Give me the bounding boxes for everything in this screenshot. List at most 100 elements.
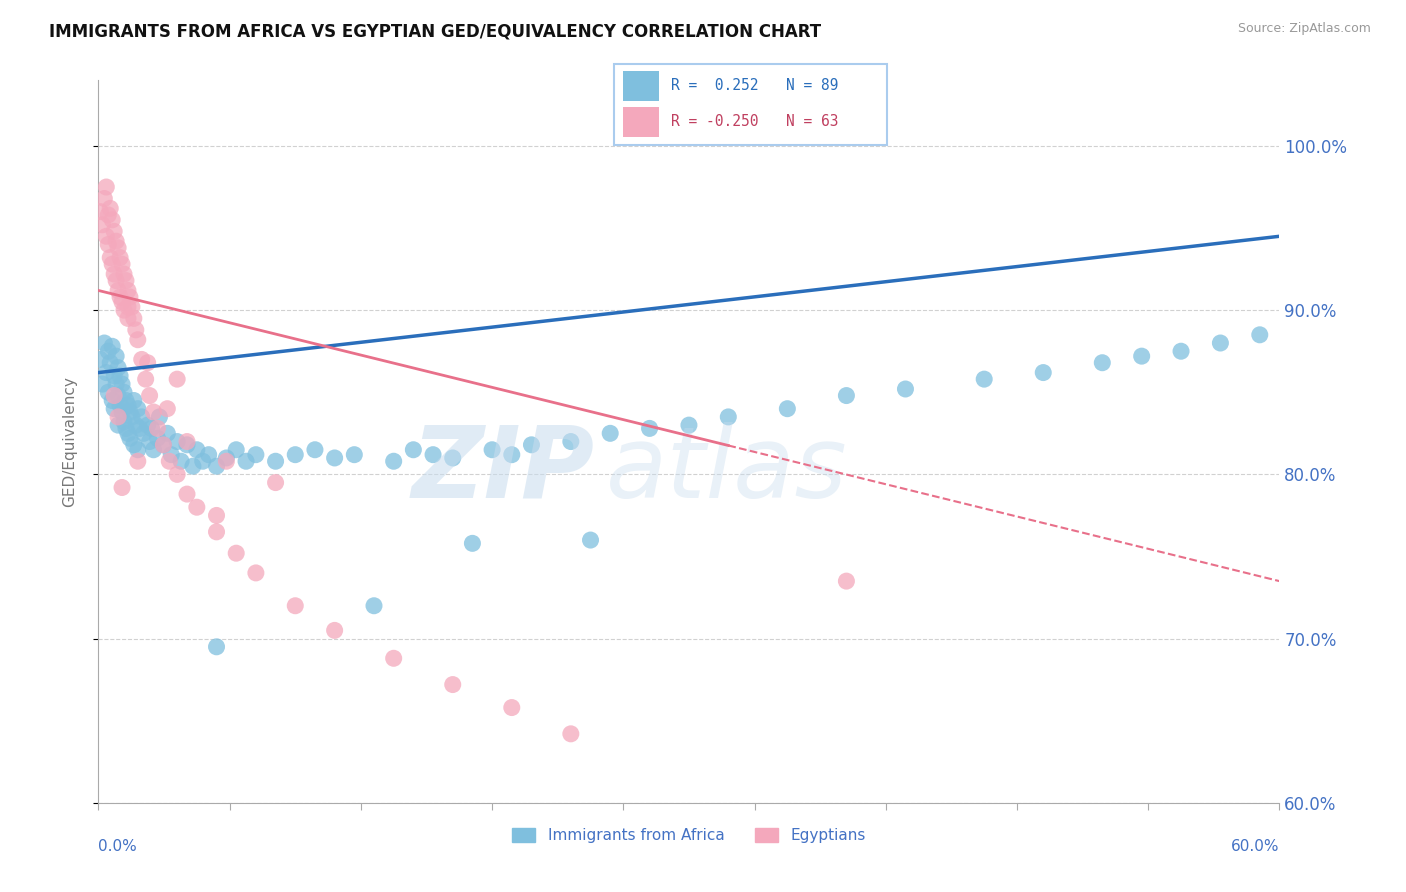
Point	[132, 426, 155, 441]
Point	[136, 418, 159, 433]
Point	[117, 300, 139, 314]
Point	[91, 218, 114, 232]
Point	[205, 640, 228, 654]
Point	[96, 229, 118, 244]
Point	[112, 385, 135, 400]
Point	[225, 546, 247, 560]
Point	[117, 284, 139, 298]
Point	[93, 192, 115, 206]
Point	[1170, 344, 1192, 359]
Point	[125, 418, 148, 433]
Point	[560, 727, 582, 741]
Point	[835, 388, 858, 402]
Point	[520, 438, 543, 452]
Text: 0.0%: 0.0%	[98, 839, 138, 854]
Point	[89, 204, 111, 219]
Point	[97, 385, 120, 400]
Point	[501, 448, 523, 462]
Point	[127, 442, 149, 457]
Point	[118, 431, 141, 445]
Point	[122, 393, 145, 408]
Point	[136, 356, 159, 370]
Point	[146, 431, 169, 445]
Point	[108, 368, 131, 383]
Point	[1091, 356, 1114, 370]
Point	[560, 434, 582, 449]
Point	[176, 438, 198, 452]
Point	[1249, 327, 1271, 342]
Point	[235, 454, 257, 468]
Point	[115, 274, 138, 288]
Point	[152, 438, 174, 452]
Point	[96, 180, 118, 194]
Point	[127, 454, 149, 468]
Point	[117, 399, 139, 413]
Point	[894, 382, 917, 396]
Point	[264, 454, 287, 468]
Point	[121, 300, 143, 314]
Point	[103, 388, 125, 402]
Point	[142, 405, 165, 419]
Text: Source: ZipAtlas.com: Source: ZipAtlas.com	[1237, 22, 1371, 36]
Point	[638, 421, 661, 435]
Point	[264, 475, 287, 490]
Point	[112, 415, 135, 429]
Point	[1130, 349, 1153, 363]
Point	[111, 257, 134, 271]
Point	[127, 401, 149, 416]
Point	[117, 311, 139, 326]
Point	[131, 352, 153, 367]
Point	[98, 251, 121, 265]
Point	[1209, 336, 1232, 351]
Text: N = 63: N = 63	[786, 114, 838, 129]
Point	[717, 409, 740, 424]
Point	[973, 372, 995, 386]
Point	[323, 450, 346, 465]
Point	[103, 224, 125, 238]
Point	[205, 508, 228, 523]
Point	[579, 533, 602, 547]
Point	[118, 290, 141, 304]
Point	[197, 448, 219, 462]
Point	[678, 418, 700, 433]
Point	[157, 454, 180, 468]
Point	[835, 574, 858, 588]
Point	[284, 599, 307, 613]
Point	[170, 454, 193, 468]
Point	[215, 450, 238, 465]
Point	[101, 212, 124, 227]
FancyBboxPatch shape	[623, 107, 659, 137]
Point	[402, 442, 425, 457]
Point	[343, 448, 366, 462]
Point	[112, 303, 135, 318]
Y-axis label: GED/Equivalency: GED/Equivalency	[63, 376, 77, 507]
Point	[441, 677, 464, 691]
Point	[101, 393, 124, 408]
Point	[107, 284, 129, 298]
Point	[245, 566, 267, 580]
Point	[205, 459, 228, 474]
Point	[125, 323, 148, 337]
Point	[146, 421, 169, 435]
Point	[107, 409, 129, 424]
Point	[103, 401, 125, 416]
Point	[166, 434, 188, 449]
Point	[107, 241, 129, 255]
Text: ZIP: ZIP	[412, 422, 595, 519]
Point	[105, 234, 128, 248]
Point	[105, 349, 128, 363]
Point	[245, 448, 267, 462]
Point	[156, 401, 179, 416]
Point	[111, 295, 134, 310]
Point	[441, 450, 464, 465]
Point	[138, 434, 160, 449]
Point	[118, 405, 141, 419]
Point	[461, 536, 484, 550]
Text: atlas: atlas	[606, 422, 848, 519]
Point	[111, 481, 134, 495]
Text: N = 89: N = 89	[786, 78, 838, 93]
Point	[127, 333, 149, 347]
Point	[156, 426, 179, 441]
Point	[101, 339, 124, 353]
FancyBboxPatch shape	[614, 64, 887, 145]
